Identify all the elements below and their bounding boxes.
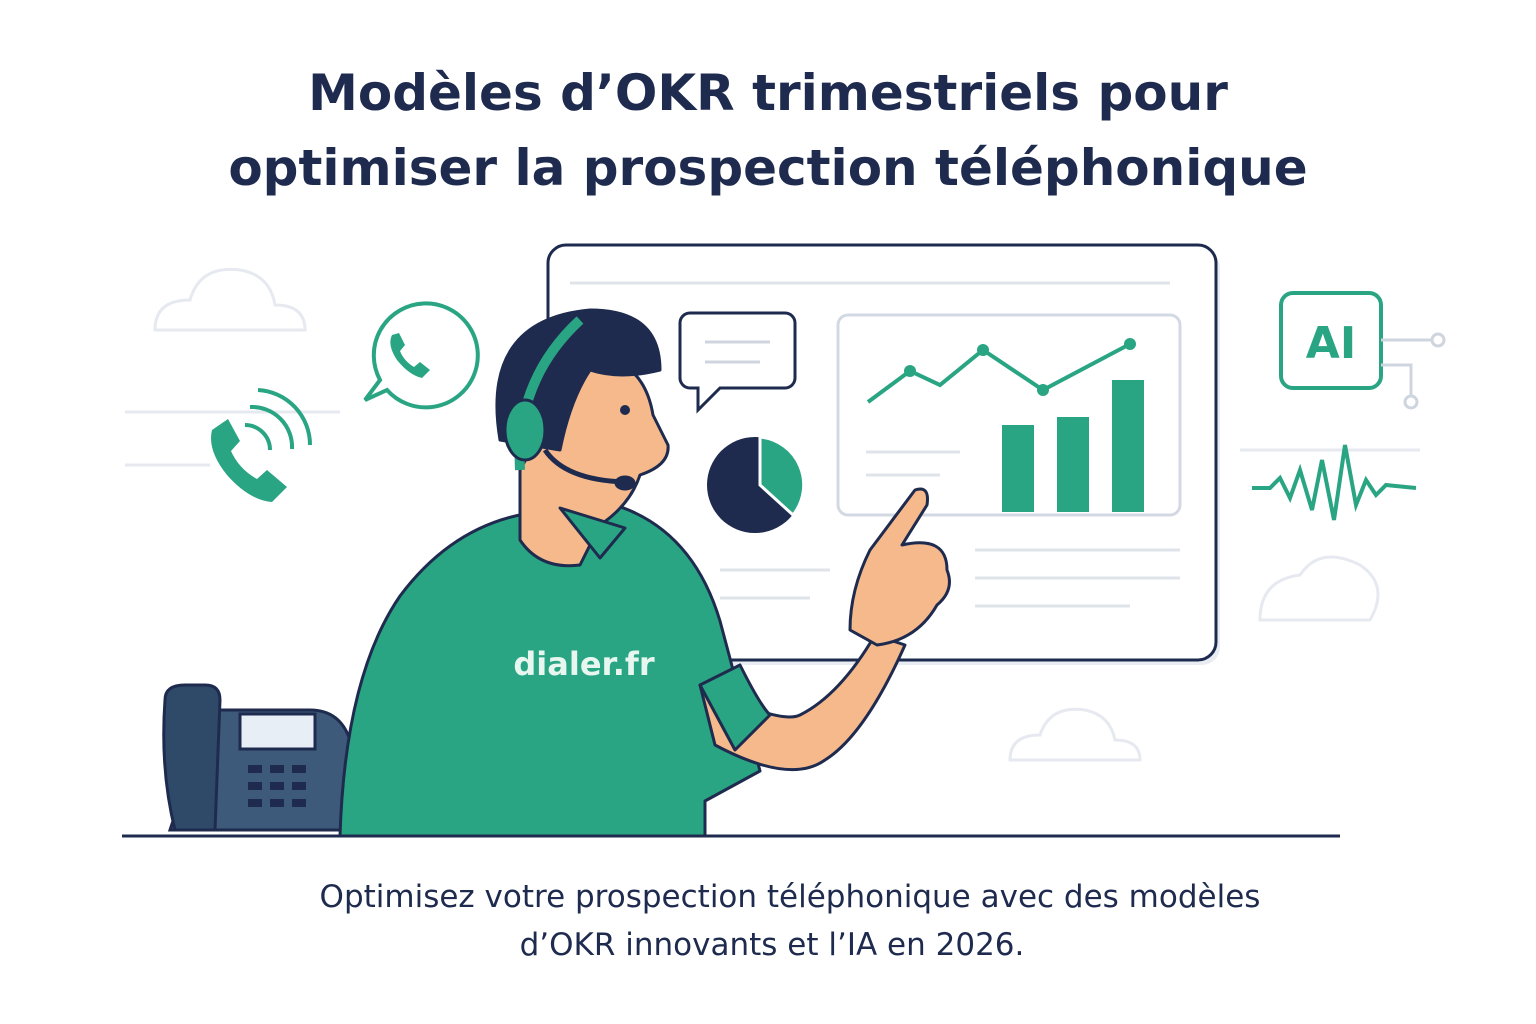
person-part [848,487,951,647]
shirt-logo: dialer.fr [513,645,654,683]
ringing-phone-icon-part [249,404,295,450]
desk-phone-part-part [248,765,262,773]
desk-phone-part-part [248,799,262,807]
person-part [698,663,772,752]
chart-panel [836,313,1182,517]
background-decor-part [1008,707,1142,762]
ai-badge-part [1403,394,1419,410]
chart-panel-part [866,342,1131,404]
background-decor [125,267,1420,762]
ai-label: AI [1306,318,1356,369]
ai-badge: AI [1279,291,1446,410]
chart-panel-part [904,365,916,377]
chart-panel-part [1057,417,1089,512]
background-decor-part [153,267,307,332]
caption-line: d’OKR innovants et l’IA en 2026. [520,927,1025,963]
desk-phone-part-part [270,799,284,807]
person [338,308,951,838]
chart-panel-part [1112,380,1144,512]
desk-phone-part [248,765,306,807]
person-part [620,405,630,415]
person-part [503,398,547,462]
ringing-phone-icon-part [211,419,287,502]
person-part [698,633,907,772]
caption-line: Optimisez votre prospection téléphonique… [320,879,1261,915]
pie-icon-part [758,435,806,518]
title-line: Modèles d’OKR trimestriels pour [308,64,1228,122]
desk-phone-part-part [292,765,306,773]
chart-panel-part [977,344,989,356]
desk-phone-part [238,712,317,751]
person-part [614,475,636,491]
pie-icon [707,435,806,533]
chart-panel-part [1124,338,1136,350]
desk-phone-part [162,683,222,832]
speech-bubble [678,311,797,414]
desk-phone-part-part [270,765,284,773]
desk-phone-part-part [248,782,262,790]
ringing-phone-icon-part [257,388,313,446]
sound-wave [1252,444,1417,521]
ringing-phone-icon-part [244,423,272,451]
title-line: optimiser la prospection téléphonique [228,139,1307,197]
ringing-phone-icon [211,388,313,502]
person-part [542,448,626,485]
desk-phone-part-part [270,782,284,790]
chart-panel-part [1002,425,1034,512]
person-part [338,499,762,838]
person-part [558,506,627,560]
chat-phone-icon [363,301,480,410]
background-decor-part [1258,555,1380,622]
chat-phone-icon-part [390,333,430,378]
ai-badge-part [1430,332,1446,348]
desk-phone [162,683,357,832]
chat-phone-icon-part [363,301,480,410]
chart-panel-part [1037,384,1049,396]
desk-phone-part-part [292,782,306,790]
ai-badge-part [1381,338,1436,400]
desk-phone-part-part [292,799,306,807]
